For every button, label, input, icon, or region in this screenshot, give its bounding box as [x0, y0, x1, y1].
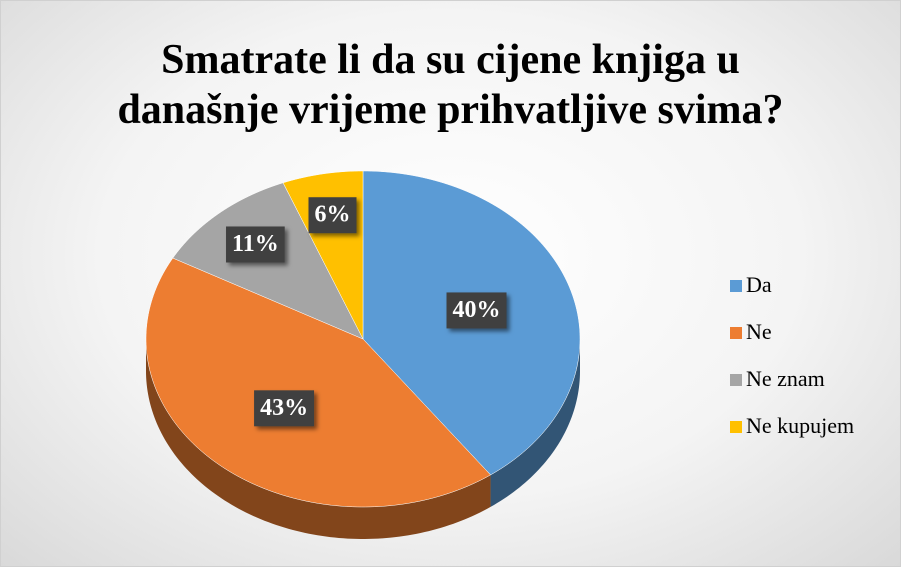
data-label-box — [308, 197, 357, 234]
legend-label: Ne kupujem — [746, 413, 854, 438]
slice — [145, 257, 491, 508]
slice-side — [490, 339, 580, 507]
data-label-box — [226, 226, 285, 263]
data-label-text: 11% — [232, 231, 279, 257]
data-label: 40% — [446, 292, 507, 329]
legend-swatch — [730, 374, 742, 386]
slice-side — [146, 339, 491, 539]
data-label-box — [446, 292, 507, 329]
legend-label: Ne — [746, 319, 772, 344]
data-label-box — [254, 390, 315, 427]
legend-swatch — [730, 280, 742, 292]
legend-swatch — [730, 327, 742, 339]
data-label: 6% — [308, 197, 357, 234]
legend-swatch — [730, 421, 742, 433]
data-label-text: 40% — [453, 297, 501, 323]
legend-label: Da — [746, 272, 772, 297]
data-label: 43% — [254, 390, 315, 427]
data-label-text: 6% — [315, 202, 351, 228]
data-label-text: 43% — [260, 395, 308, 421]
data-label: 11% — [226, 226, 285, 263]
legend-label: Ne znam — [746, 366, 825, 391]
chart-title: Smatrate li da su cijene knjiga u današn… — [117, 37, 784, 133]
